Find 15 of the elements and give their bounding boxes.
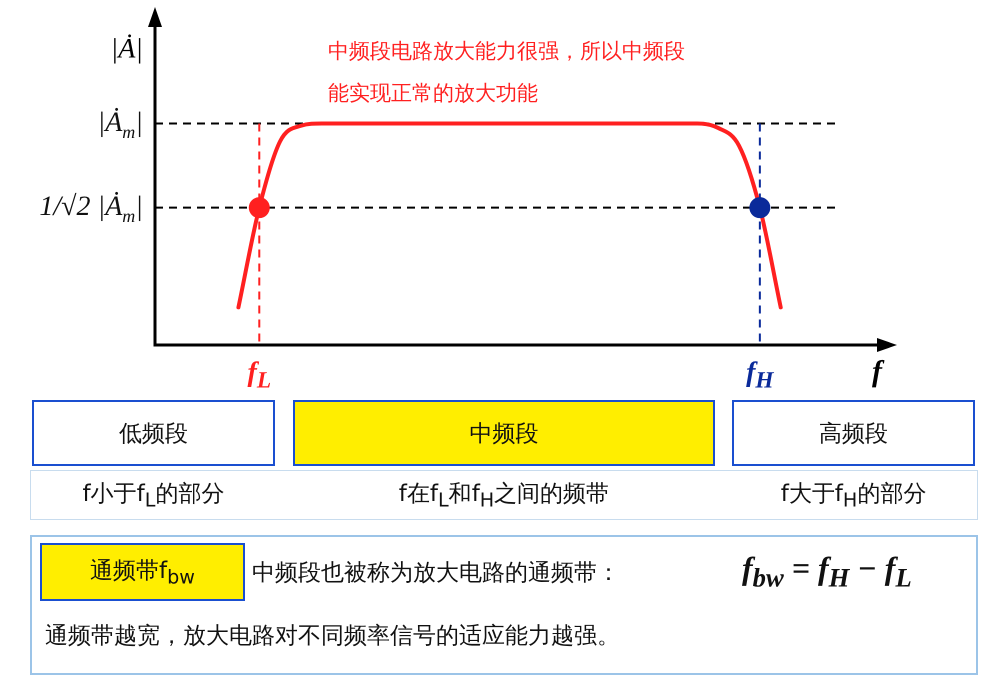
text: 中频段也被称为放大电路的通频带： <box>252 558 620 588</box>
x-tick-label: f$_{H}$ <box>746 357 774 395</box>
x-tick-label: f$_{L}$ <box>247 357 272 395</box>
text: f小于f$_{L}$的部分 <box>82 480 224 512</box>
text: 低频段 <box>119 420 188 448</box>
text: 高频段 <box>819 420 888 448</box>
text: 中频段电路放大能力很强，所以中频段能实现正常的放大功能 <box>328 38 686 107</box>
text: f大于f$_{H}$的部分 <box>780 480 926 512</box>
text: f$_{bw}$ = f$_{H}$ − f$_{L}$ <box>742 550 912 594</box>
text: 通频带f$_{bw}$ <box>90 557 195 589</box>
text: f在f$_{L}$和f$_{H}$之间的频带 <box>398 480 610 512</box>
text: 中频段 <box>470 420 538 448</box>
text: 通频带越宽，放大电路对不同频率信号的适应能力越强。 <box>45 622 620 650</box>
y-axis-title: |Ȧ| <box>110 33 143 64</box>
x-axis-title: f <box>872 354 885 388</box>
